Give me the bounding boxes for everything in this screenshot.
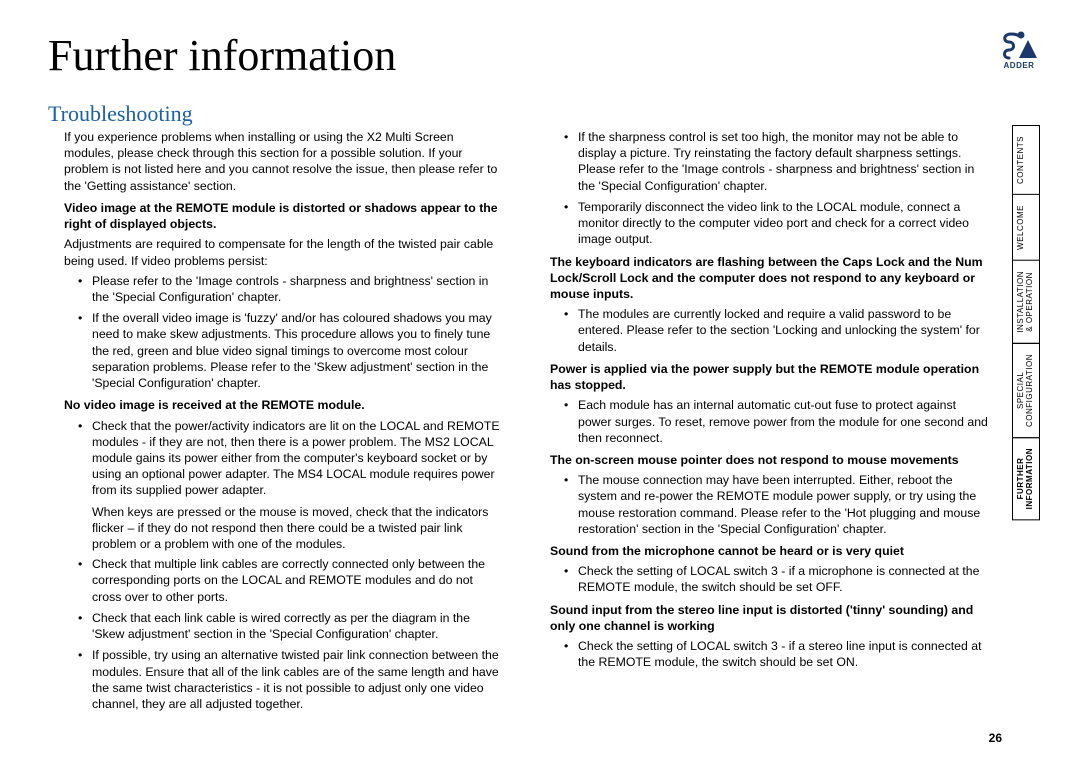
brand-name: ADDER — [998, 61, 1040, 70]
bullet-list: Check that the power/activity indicators… — [92, 418, 502, 499]
issue-title: No video image is received at the REMOTE… — [64, 397, 502, 413]
bullet-list: Please refer to the 'Image controls - sh… — [92, 273, 502, 392]
bullet-list: If the sharpness control is set too high… — [578, 129, 988, 248]
bullet-item: Check that multiple link cables are corr… — [92, 556, 502, 605]
bullet-list: Check that multiple link cables are corr… — [92, 556, 502, 712]
bullet-list: The mouse connection may have been inter… — [578, 472, 988, 537]
bullet-item: The modules are currently locked and req… — [578, 306, 988, 355]
nav-tab-further-info[interactable]: FURTHER INFORMATION — [1012, 437, 1040, 520]
issue-lead: Adjustments are required to compensate f… — [64, 236, 502, 268]
issue-title: Power is applied via the power supply bu… — [550, 361, 988, 393]
brand-logo: ADDER — [998, 30, 1040, 70]
section-heading: Troubleshooting — [48, 101, 1040, 127]
issue-title: Sound input from the stereo line input i… — [550, 602, 988, 634]
bullet-item: Check that each link cable is wired corr… — [92, 610, 502, 642]
bullet-item: The mouse connection may have been inter… — [578, 472, 988, 537]
bullet-item: Check the setting of LOCAL switch 3 - if… — [578, 638, 988, 670]
issue-title: Video image at the REMOTE module is dist… — [64, 200, 502, 232]
page-title: Further information — [48, 30, 1040, 81]
nav-tab-installation[interactable]: INSTALLATION & OPERATION — [1012, 260, 1040, 344]
bullet-list: Check the setting of LOCAL switch 3 - if… — [578, 563, 988, 595]
right-column: If the sharpness control is set too high… — [534, 129, 988, 717]
intro-text: If you experience problems when installi… — [64, 129, 502, 194]
sub-paragraph: When keys are pressed or the mouse is mo… — [92, 504, 502, 553]
bullet-item: Check the setting of LOCAL switch 3 - if… — [578, 563, 988, 595]
content-columns: If you experience problems when installi… — [48, 129, 988, 717]
page-number: 26 — [989, 731, 1002, 745]
bullet-list: Each module has an internal automatic cu… — [578, 397, 988, 446]
bullet-item: If the overall video image is 'fuzzy' an… — [92, 310, 502, 391]
nav-tab-special-config[interactable]: SPECIAL CONFIGURATION — [1012, 343, 1040, 438]
issue-title: The keyboard indicators are flashing bet… — [550, 254, 988, 303]
adder-snake-icon — [1001, 30, 1037, 60]
bullet-list: Check the setting of LOCAL switch 3 - if… — [578, 638, 988, 670]
bullet-item: Each module has an internal automatic cu… — [578, 397, 988, 446]
bullet-list: The modules are currently locked and req… — [578, 306, 988, 355]
bullet-item: If possible, try using an alternative tw… — [92, 647, 502, 712]
issue-title: The on-screen mouse pointer does not res… — [550, 452, 988, 468]
bullet-item: Please refer to the 'Image controls - sh… — [92, 273, 502, 305]
bullet-item: Temporarily disconnect the video link to… — [578, 199, 988, 248]
nav-tab-contents[interactable]: CONTENTS — [1012, 125, 1040, 195]
issue-title: Sound from the microphone cannot be hear… — [550, 543, 988, 559]
document-page: ADDER CONTENTS WELCOME INSTALLATION & OP… — [0, 0, 1080, 763]
bullet-item: If the sharpness control is set too high… — [578, 129, 988, 194]
bullet-item: Check that the power/activity indicators… — [92, 418, 502, 499]
side-nav: CONTENTS WELCOME INSTALLATION & OPERATIO… — [1012, 125, 1040, 519]
nav-tab-welcome[interactable]: WELCOME — [1012, 194, 1040, 261]
left-column: If you experience problems when installi… — [48, 129, 502, 717]
